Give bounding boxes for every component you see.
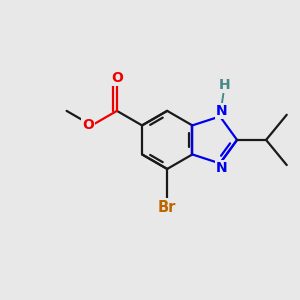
Text: H: H: [218, 78, 230, 92]
Text: O: O: [82, 118, 94, 132]
Text: O: O: [111, 71, 123, 85]
Text: Br: Br: [158, 200, 176, 214]
Text: N: N: [216, 161, 227, 175]
Text: N: N: [216, 104, 227, 118]
